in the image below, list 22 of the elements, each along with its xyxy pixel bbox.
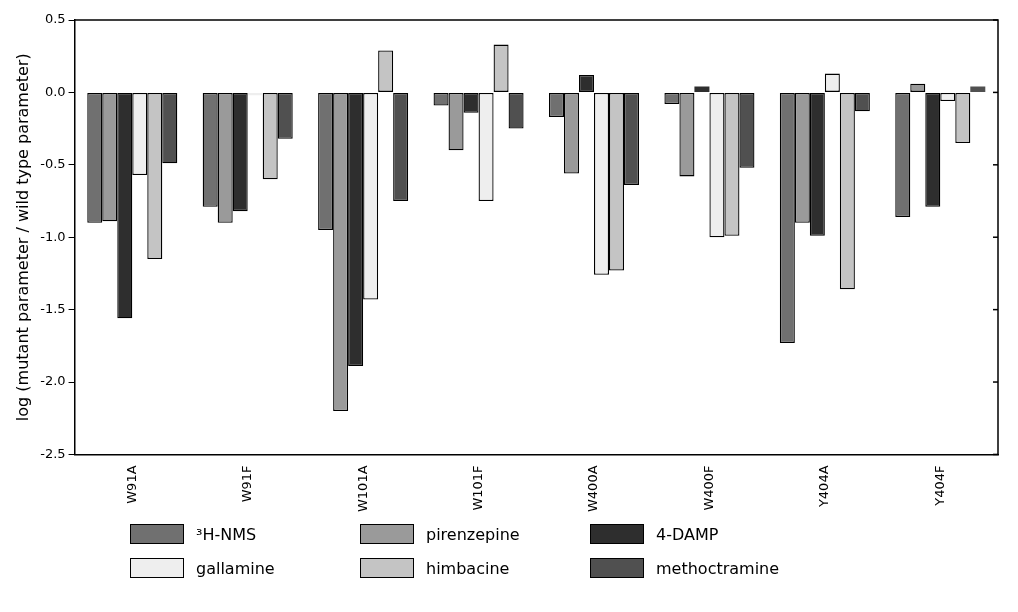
legend-label: ³H-NMS	[196, 524, 257, 544]
y-tick-label: 0.5	[44, 11, 66, 27]
legend-label: pirenzepine	[426, 524, 520, 544]
y-tick-label: -2.5	[40, 445, 66, 461]
x-tick-label: W400F	[700, 465, 716, 511]
legend-label: gallamine	[196, 558, 275, 578]
legend-label: 4-DAMP	[656, 524, 719, 544]
legend-label: methoctramine	[656, 558, 780, 578]
y-tick-label: 0.0	[44, 83, 66, 99]
y-tick-label: -0.5	[40, 156, 66, 172]
legend-label: himbacine	[426, 558, 510, 578]
x-tick-label: W101F	[469, 465, 485, 511]
y-axis-title: log (mutant parameter / wild type parameter)	[12, 53, 32, 422]
y-tick-label: -1.5	[40, 301, 66, 316]
x-tick-label: W91A	[123, 465, 139, 504]
x-tick-label: W101A	[354, 465, 370, 512]
x-tick-label: W91F	[239, 465, 255, 503]
y-tick-label: -2.0	[40, 373, 66, 389]
x-tick-label: W400A	[585, 465, 601, 512]
x-tick-label: Y404F	[931, 465, 947, 507]
x-tick-label: Y404A	[816, 465, 832, 509]
y-tick-label: -1.0	[40, 228, 66, 244]
